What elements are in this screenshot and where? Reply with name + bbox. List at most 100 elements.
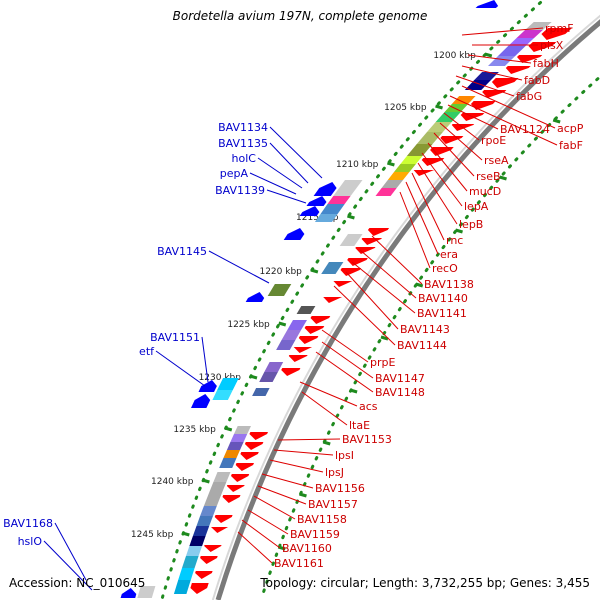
- forward-gene-block: [252, 388, 270, 396]
- forward-gene-arrow: [190, 583, 209, 594]
- forward-gene-block: [287, 320, 307, 330]
- forward-gene-block: [178, 568, 195, 580]
- outer-tick-mark: [181, 531, 190, 537]
- forward-gene-block: [182, 556, 199, 568]
- forward-gene-arrow: [482, 90, 507, 98]
- outer-tick-mark: [386, 161, 395, 167]
- right-gene-label: BAV1160: [282, 542, 332, 555]
- forward-gene-arrow: [367, 228, 390, 236]
- left-gene-label: pepA: [220, 167, 249, 180]
- forward-gene-block: [203, 494, 222, 506]
- right-leader-line: [461, 65, 523, 81]
- forward-gene-block: [230, 434, 248, 442]
- right-gene-label: rpoE: [481, 134, 506, 147]
- forward-gene-block: [189, 536, 206, 546]
- right-leader-line: [421, 152, 463, 207]
- right-gene-label: BAV1159: [290, 528, 340, 541]
- reverse-gene-arrow: [245, 292, 265, 302]
- reverse-gene-arrow: [120, 588, 137, 598]
- right-gene-label: acs: [359, 400, 378, 413]
- right-leader-line: [301, 391, 348, 426]
- forward-gene-block: [508, 38, 535, 46]
- right-gene-label: BAV1161: [274, 557, 324, 570]
- forward-gene-arrow: [361, 238, 382, 245]
- reverse-gene-block: [314, 214, 338, 222]
- inner-tick-mark: [455, 228, 463, 234]
- right-gene-label: BAV1141: [417, 307, 467, 320]
- right-gene-label: BAV1157: [308, 498, 358, 511]
- forward-gene-arrow: [231, 474, 250, 482]
- forward-gene-block: [259, 372, 278, 382]
- forward-gene-arrow: [226, 485, 245, 492]
- inner-tick-mark: [415, 282, 424, 288]
- forward-gene-block: [226, 442, 244, 450]
- right-leader-line: [247, 509, 289, 535]
- reverse-gene-block: [267, 284, 292, 296]
- reverse-gene-arrow: [299, 206, 320, 216]
- right-leader-line: [405, 181, 439, 255]
- right-gene-label: ltaE: [349, 419, 370, 432]
- forward-gene-arrow: [195, 571, 213, 579]
- outer-tick-mark: [249, 374, 258, 380]
- right-leader-line: [315, 351, 374, 393]
- forward-gene-block: [276, 340, 296, 350]
- reverse-gene-arrow: [283, 228, 305, 240]
- outer-tick-mark: [310, 268, 319, 274]
- forward-gene-block: [394, 164, 416, 172]
- right-leader-line: [449, 95, 558, 146]
- forward-gene-arrow: [244, 442, 264, 450]
- reverse-gene-arrow: [191, 394, 211, 408]
- right-gene-label: lepA: [464, 200, 489, 213]
- right-leader-line: [321, 329, 369, 363]
- right-leader-line: [253, 495, 296, 520]
- right-leader-line: [439, 122, 483, 161]
- left-gene-label: etf: [139, 345, 155, 358]
- right-leader-line: [345, 271, 399, 330]
- forward-gene-block: [281, 330, 302, 340]
- outer-tick-mark: [224, 426, 233, 432]
- left-leader-line: [43, 540, 93, 591]
- right-gene-label: BAV1138: [424, 278, 474, 291]
- forward-gene-arrow: [211, 527, 229, 533]
- forward-gene-block: [516, 30, 543, 38]
- forward-gene-arrow: [505, 66, 531, 74]
- left-leader-line: [257, 157, 303, 189]
- forward-gene-block: [223, 450, 240, 458]
- right-gene-label: lpsI: [335, 449, 354, 462]
- kbp-ticks: 1200 kbp 1205 kbp 1210 kbp 1215 kbp 1220 kbp…: [131, 51, 561, 551]
- forward-gene-arrow: [491, 78, 519, 88]
- forward-gene-arrow: [355, 247, 376, 254]
- left-leader-line: [266, 189, 307, 204]
- right-gene-label: plsX: [540, 39, 564, 52]
- right-leader-line: [411, 172, 445, 241]
- forward-gene-arrow: [347, 258, 368, 266]
- kbp-tick-label: 1215 kbp: [296, 213, 339, 223]
- gene-labels: BAV1134 BAV1135 holC pepA BAV1139 BAV1145 BAV1…: [3, 22, 584, 570]
- inner-tick-mark: [552, 118, 561, 124]
- right-leader-line: [371, 235, 423, 285]
- forward-gene-block: [208, 482, 227, 494]
- backbone-highlight: [211, 14, 600, 600]
- right-leader-line: [359, 249, 417, 299]
- right-gene-label: fabF: [559, 139, 583, 152]
- left-leader-line: [269, 142, 309, 184]
- right-leader-line: [333, 285, 396, 346]
- reverse-gene-block: [333, 180, 363, 196]
- forward-gene-arrow: [333, 281, 353, 287]
- kbp-tick-label: 1210 kbp: [336, 160, 379, 170]
- left-gene-label: BAV1145: [157, 245, 207, 258]
- kbp-tick-label: 1245 kbp: [131, 530, 174, 540]
- backbone-ring: [211, 14, 600, 600]
- right-gene-label: BAV1156: [315, 482, 365, 495]
- right-gene-label: fabD: [524, 74, 550, 87]
- right-gene-label: fabH: [533, 57, 559, 70]
- forward-gene-block: [406, 144, 433, 156]
- right-leader-line: [257, 485, 307, 505]
- right-gene-label: BAV1140: [418, 292, 468, 305]
- forward-gene-block: [427, 122, 452, 132]
- right-gene-label: BAV1143: [400, 323, 450, 336]
- right-leader-line: [467, 54, 532, 64]
- left-leader-line: [54, 522, 87, 581]
- outer-tick-mark: [484, 52, 493, 58]
